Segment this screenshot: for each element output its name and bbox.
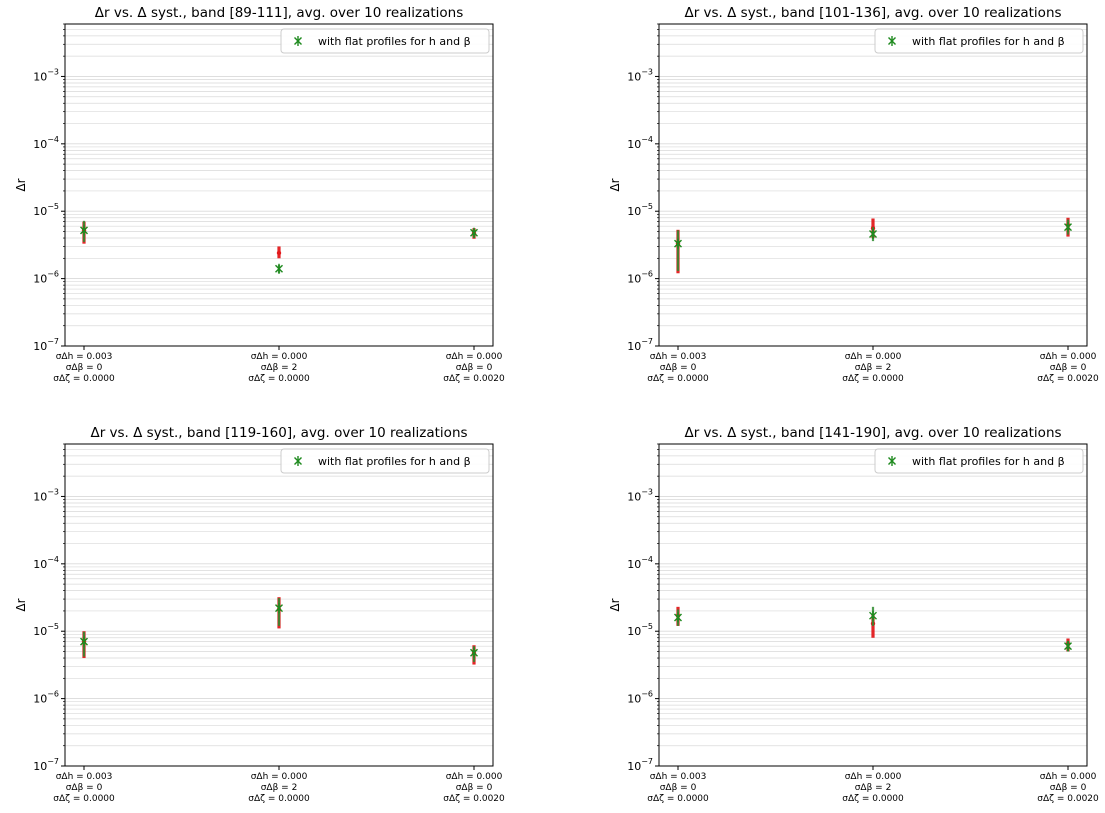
y-axis-label: Δr	[14, 178, 28, 191]
data-point-flat	[470, 647, 478, 658]
y-tick-label: 10−3	[33, 487, 59, 503]
y-tick-label: 10−5	[33, 202, 59, 218]
y-axis-label: Δr	[608, 598, 622, 611]
x-tick-label: σΔζ = 0.0000	[53, 374, 115, 384]
chart-title: Δr vs. Δ syst., band [89-111], avg. over…	[95, 5, 464, 21]
y-tick-label: 10−3	[627, 67, 653, 83]
x-tick-label: σΔζ = 0.0020	[443, 794, 505, 804]
y-tick-label: 10−4	[33, 135, 59, 151]
legend-marker-x-cross	[294, 456, 302, 466]
legend-box	[874, 28, 1084, 54]
plot-frame	[658, 443, 1088, 767]
chart-panel-4: 10−7 10−6 10−5 10−4 10−3 Δr Δr vs. Δ syst., ba…	[608, 425, 1099, 804]
plot-frame	[64, 23, 494, 347]
legend-box	[280, 448, 490, 474]
x-tick-label: σΔh = 0.003	[650, 772, 707, 782]
x-tick-label: σΔh = 0.000	[251, 352, 308, 362]
legend-label: with flat profiles for h and β	[912, 35, 1065, 48]
chart-panel-3: 10−7 10−6 10−5 10−4 10−3 Δr Δr vs. Δ syst., ba…	[14, 425, 505, 804]
x-tick-label: σΔβ = 0	[456, 783, 493, 793]
data-point-flat	[869, 228, 877, 239]
x-tick-label: σΔh = 0.003	[650, 352, 707, 362]
plot-frame	[658, 23, 1088, 347]
legend-box	[280, 28, 490, 54]
y-tick-label: 10−6	[627, 690, 653, 706]
y-axis-label: Δr	[608, 178, 622, 191]
legend-label: with flat profiles for h and β	[318, 35, 471, 48]
data-point-flat	[470, 227, 478, 238]
x-tick-label: σΔβ = 0	[1050, 363, 1087, 373]
x-tick-label: σΔβ = 2	[855, 363, 892, 373]
y-tick-label: 10−7	[627, 337, 653, 353]
data-point-flat	[674, 612, 682, 623]
x-tick-label: σΔβ = 0	[660, 783, 697, 793]
y-tick-label: 10−5	[627, 622, 653, 638]
x-tick-label: σΔh = 0.000	[1040, 772, 1097, 782]
x-tick-label: σΔζ = 0.0000	[53, 794, 115, 804]
y-tick-label: 10−5	[627, 202, 653, 218]
legend-marker-x-cross	[294, 36, 302, 46]
x-tick-label: σΔζ = 0.0000	[842, 794, 904, 804]
x-tick-label: σΔh = 0.000	[446, 352, 503, 362]
data-point-flat	[275, 263, 283, 274]
data-point-flat	[80, 225, 88, 236]
data-point-flat	[869, 610, 877, 621]
x-tick-label: σΔζ = 0.0000	[248, 794, 310, 804]
x-tick-label: σΔζ = 0.0020	[1037, 794, 1099, 804]
y-tick-label: 10−4	[627, 135, 653, 151]
x-tick-label: σΔh = 0.000	[446, 772, 503, 782]
chart-title: Δr vs. Δ syst., band [101-136], avg. ove…	[684, 5, 1061, 21]
x-tick-label: σΔh = 0.000	[251, 772, 308, 782]
data-point-flat	[275, 603, 283, 614]
x-tick-label: σΔβ = 0	[1050, 783, 1087, 793]
x-tick-label: σΔζ = 0.0000	[647, 374, 709, 384]
legend-box	[874, 448, 1084, 474]
x-tick-label: σΔh = 0.000	[1040, 352, 1097, 362]
x-tick-label: σΔh = 0.000	[845, 772, 902, 782]
legend-label: with flat profiles for h and β	[318, 455, 471, 468]
x-tick-label: σΔh = 0.000	[845, 352, 902, 362]
x-tick-label: σΔβ = 2	[261, 363, 298, 373]
y-tick-label: 10−7	[33, 337, 59, 353]
x-tick-label: σΔζ = 0.0000	[842, 374, 904, 384]
x-tick-label: σΔh = 0.003	[56, 352, 113, 362]
x-tick-label: σΔζ = 0.0020	[443, 374, 505, 384]
y-tick-label: 10−5	[33, 622, 59, 638]
data-point-flat	[1064, 641, 1072, 652]
chart-panel-1: 10−7 10−6 10−5 10−4 10−3 Δr Δr vs. Δ syst., ba…	[14, 5, 505, 384]
data-point-flat	[80, 636, 88, 647]
y-axis-label: Δr	[14, 598, 28, 611]
y-tick-label: 10−4	[33, 555, 59, 571]
x-tick-label: σΔβ = 0	[456, 363, 493, 373]
y-tick-label: 10−6	[33, 270, 59, 286]
x-tick-label: σΔβ = 0	[66, 363, 103, 373]
y-tick-label: 10−6	[33, 690, 59, 706]
y-tick-label: 10−7	[627, 757, 653, 773]
legend-label: with flat profiles for h and β	[912, 455, 1065, 468]
x-tick-label: σΔζ = 0.0000	[248, 374, 310, 384]
x-tick-label: σΔβ = 2	[261, 783, 298, 793]
chart-title: Δr vs. Δ syst., band [119-160], avg. ove…	[90, 425, 467, 441]
x-tick-label: σΔβ = 0	[660, 363, 697, 373]
chart-panel-2: 10−7 10−6 10−5 10−4 10−3 Δr Δr vs. Δ syst., ba…	[608, 5, 1099, 384]
y-tick-label: 10−3	[33, 67, 59, 83]
y-tick-label: 10−4	[627, 555, 653, 571]
x-tick-label: σΔζ = 0.0000	[647, 794, 709, 804]
y-tick-label: 10−7	[33, 757, 59, 773]
legend-marker-x-cross	[888, 36, 896, 46]
x-tick-label: σΔβ = 2	[855, 783, 892, 793]
x-tick-label: σΔβ = 0	[66, 783, 103, 793]
legend-marker-x-cross	[888, 456, 896, 466]
x-tick-label: σΔh = 0.003	[56, 772, 113, 782]
chart-title: Δr vs. Δ syst., band [141-190], avg. ove…	[684, 425, 1061, 441]
data-point-flat	[1064, 222, 1072, 233]
data-point-flat	[674, 238, 682, 249]
x-tick-label: σΔζ = 0.0020	[1037, 374, 1099, 384]
y-tick-label: 10−3	[627, 487, 653, 503]
data-point-main	[276, 250, 282, 256]
y-tick-label: 10−6	[627, 270, 653, 286]
